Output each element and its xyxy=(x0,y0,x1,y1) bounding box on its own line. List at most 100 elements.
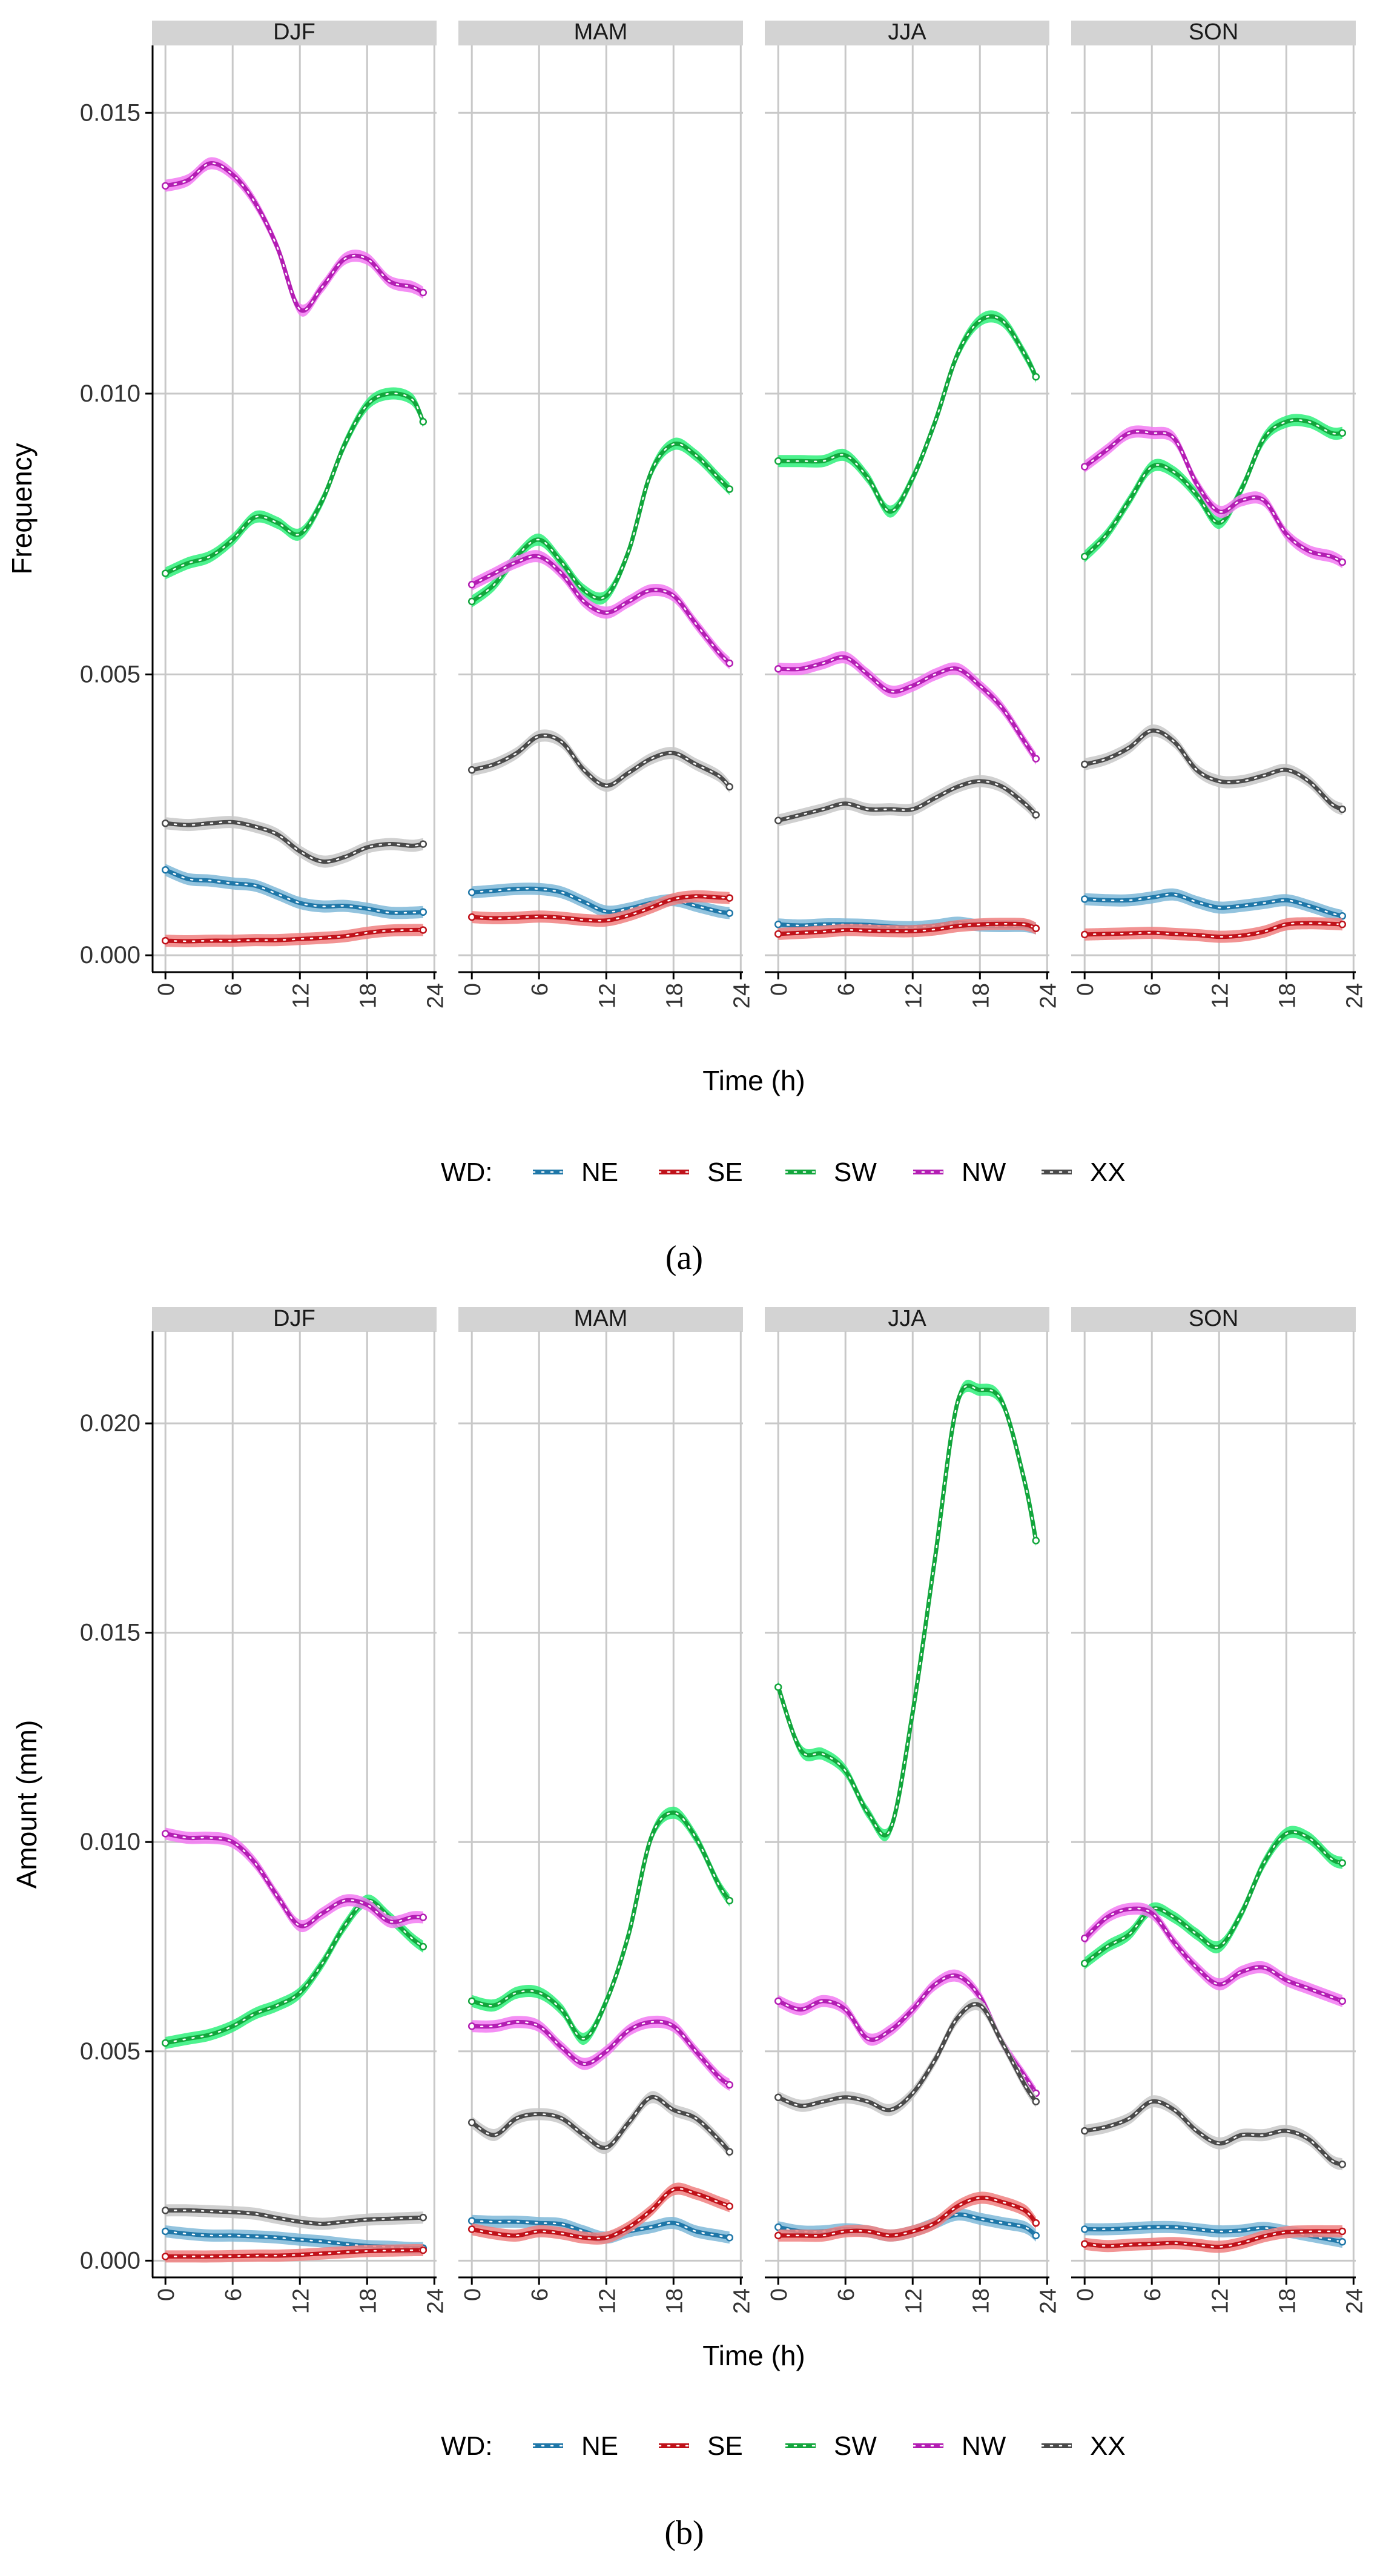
data-point xyxy=(1338,429,1347,437)
x-tick-label: 6 xyxy=(834,2288,859,2301)
data-point xyxy=(419,288,428,297)
data-point xyxy=(1338,1997,1347,2005)
confidence-band-xx xyxy=(472,2091,730,2158)
series-line-sw xyxy=(778,314,1038,514)
facet-panel-son: SON 0 6 12 18 24 xyxy=(1071,1306,1367,2314)
series-dots-nw xyxy=(164,1833,424,1927)
data-point xyxy=(774,2223,782,2231)
x-tick-label: 24 xyxy=(423,2288,448,2314)
facet-strip-label: DJF xyxy=(273,1306,315,1331)
confidence-band-sw xyxy=(165,1894,423,2049)
facet-panel-mam: MAM 0 6 12 18 24 xyxy=(458,1306,754,2314)
data-point xyxy=(774,1683,782,1691)
x-tick-label: 12 xyxy=(1207,2288,1233,2314)
data-point xyxy=(161,936,170,945)
x-tick-label: 18 xyxy=(355,983,381,1008)
x-tick-label: 0 xyxy=(767,983,792,996)
data-point xyxy=(161,2253,170,2260)
data-point xyxy=(725,909,734,917)
series-dots-se xyxy=(777,2197,1037,2237)
series-dots-ne xyxy=(1083,893,1344,917)
series-dots-ne xyxy=(164,2230,424,2250)
data-point xyxy=(467,2119,476,2127)
series-dots-ne xyxy=(470,887,731,914)
facet-strip xyxy=(152,21,437,45)
facet-strip-label: MAM xyxy=(574,19,628,45)
data-point xyxy=(1338,1859,1347,1867)
legend: WD: NE SE SW NW XX xyxy=(441,1157,1126,1187)
series-dots-sw xyxy=(164,392,424,574)
facet-strip xyxy=(458,21,743,45)
x-tick-label: 18 xyxy=(968,983,994,1008)
data-point xyxy=(725,2081,734,2089)
facet-panel-jja: JJA 0 6 12 18 24 xyxy=(765,19,1061,1008)
x-tick-label: 24 xyxy=(1035,2288,1061,2314)
confidence-band-se xyxy=(1085,917,1342,943)
x-tick-label: 0 xyxy=(767,2288,792,2301)
x-tick-label: 0 xyxy=(460,983,486,996)
legend-label-ne: NE xyxy=(581,2431,618,2461)
data-point xyxy=(467,580,476,589)
data-point xyxy=(467,889,476,896)
series-line-sw xyxy=(776,1383,1038,1838)
x-tick-label: 6 xyxy=(527,983,553,996)
legend-label-xx: XX xyxy=(1090,1157,1126,1187)
series-dots-xx xyxy=(777,2003,1037,2111)
x-axis-title: Time (h) xyxy=(702,1065,805,1096)
data-point xyxy=(1032,755,1040,763)
series-dots-sw xyxy=(164,1899,424,2044)
series-dots-nw xyxy=(1083,431,1344,563)
confidence-band-nw xyxy=(778,651,1036,765)
y-tick-label: 0.000 xyxy=(80,942,140,968)
facet-strip-label: MAM xyxy=(574,1306,628,1331)
x-tick-label: 12 xyxy=(595,983,620,1008)
confidence-band-ne xyxy=(165,864,423,919)
legend-label-nw: NW xyxy=(962,1157,1006,1187)
x-tick-label: 18 xyxy=(355,2288,381,2314)
x-tick-label: 24 xyxy=(1342,2288,1367,2314)
x-tick-label: 6 xyxy=(221,2288,246,2301)
facet-strip-label: SON xyxy=(1189,19,1238,45)
x-tick-label: 0 xyxy=(154,983,179,996)
data-point xyxy=(725,2202,734,2210)
series-dots-sw xyxy=(1083,1831,1344,1964)
data-point xyxy=(161,2227,170,2236)
legend-label-ne: NE xyxy=(581,1157,618,1187)
y-tick-label: 0.010 xyxy=(80,1829,140,1855)
y-tick-label: 0.005 xyxy=(80,661,140,688)
x-tick-label: 6 xyxy=(527,2288,553,2301)
data-point xyxy=(419,2213,428,2222)
data-point xyxy=(1032,2098,1040,2105)
x-tick-label: 12 xyxy=(595,2288,620,2314)
legend-label-sw: SW xyxy=(834,1157,877,1187)
x-tick-label: 18 xyxy=(1275,983,1300,1008)
data-point xyxy=(774,665,782,673)
data-point xyxy=(1032,811,1040,819)
legend-label-sw: SW xyxy=(834,2431,877,2461)
confidence-band-sw xyxy=(165,387,423,580)
data-point xyxy=(725,783,734,791)
data-point xyxy=(1080,2225,1089,2233)
data-point xyxy=(161,2039,170,2047)
series-dots-xx xyxy=(164,821,424,863)
series-dots-xx xyxy=(1083,2101,1344,2165)
series-dots-se xyxy=(164,2249,424,2257)
data-point xyxy=(419,418,428,426)
series-dots-ne xyxy=(1083,2226,1344,2243)
x-tick-label: 12 xyxy=(901,983,926,1008)
data-point xyxy=(725,894,734,902)
legend-label-xx: XX xyxy=(1090,2431,1126,2461)
facet-strip xyxy=(1071,1307,1356,1332)
series-dots-ne xyxy=(777,922,1037,929)
y-tick-label: 0.020 xyxy=(80,1410,140,1437)
facet-panel-djf: DJF 0 6 12 18 24 xyxy=(152,19,448,1008)
facet-strip-label: DJF xyxy=(273,19,315,45)
series-dots-se xyxy=(470,895,731,922)
data-point xyxy=(419,926,428,934)
data-point xyxy=(419,908,428,916)
facet-strip-label: SON xyxy=(1189,1306,1238,1331)
facet-strip xyxy=(152,1307,437,1332)
y-tick-label: 0.015 xyxy=(80,99,140,126)
data-point xyxy=(467,2217,476,2225)
